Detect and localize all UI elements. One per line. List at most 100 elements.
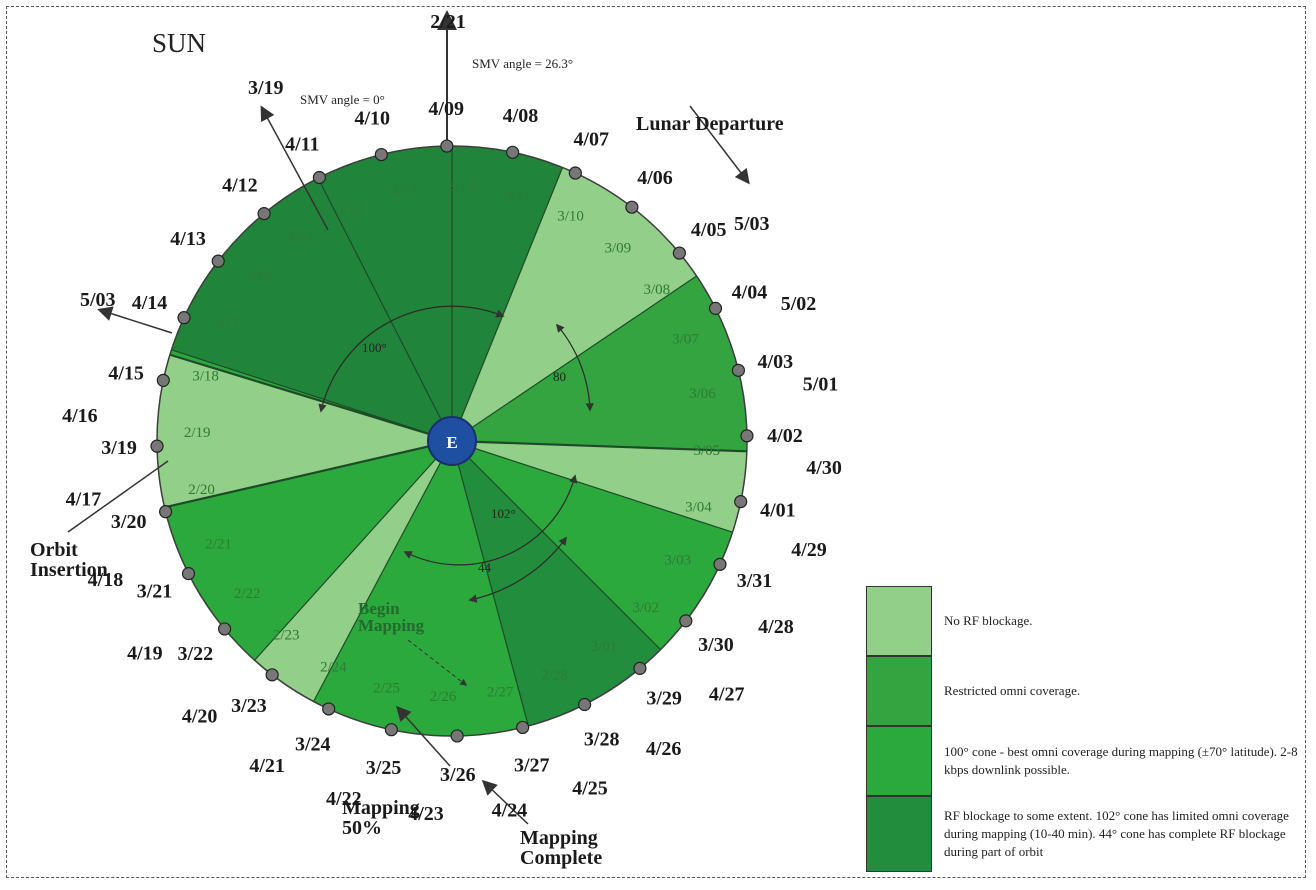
outer-date-label: 3/19 — [101, 437, 137, 459]
inner-date-label: 3/14 — [336, 201, 363, 217]
smv-angle-a: SMV angle = 26.3° — [472, 56, 573, 71]
mapping-50-arrow — [395, 705, 451, 767]
inner-date-labels: 3/12 3/11 3/10 3/09 3/08 3/07 3/06 3/05 3/04 3/03… — [184, 179, 720, 705]
legend-swatch — [866, 586, 932, 656]
legend-text: Restricted omni coverage. — [944, 683, 1081, 698]
legend-swatch — [866, 726, 932, 796]
arc-80 — [555, 323, 594, 412]
far-date-label: 4/29 — [791, 539, 827, 561]
far-date-label: 4/22 — [326, 788, 362, 810]
outer-date-label: 4/14 — [132, 292, 168, 314]
legend-row: 100° cone - best omni coverage during ma… — [866, 726, 1304, 796]
inner-date-label: 3/13 — [391, 184, 418, 200]
angle-arcs: 100° 80 102° 44 — [318, 305, 594, 603]
inner-date-label: 3/11 — [504, 188, 530, 204]
inner-date-label: 3/10 — [557, 208, 584, 224]
lunar-departure-arrow — [689, 105, 750, 185]
inner-date-label: 2/25 — [373, 680, 400, 696]
mapping-complete-label: Mapping Complete — [520, 827, 602, 869]
far-date-labels: 5/02 5/01 4/30 4/29 4/28 4/27 4/26 4/25 4/24 4/23… — [62, 293, 842, 825]
outer-date-label: 4/06 — [637, 167, 673, 189]
legend-row: RF blockage to some extent. 102° cone ha… — [866, 796, 1304, 872]
outer-date-label: 3/23 — [231, 695, 267, 717]
angle-102-label: 102° — [491, 506, 516, 521]
outer-date-label: 4/03 — [758, 351, 794, 373]
orbit-marker — [740, 429, 754, 443]
coverage-sector — [452, 167, 697, 441]
orbit-marker — [672, 246, 686, 260]
orbit-marker — [218, 622, 232, 636]
orbit-marker — [257, 207, 271, 221]
outer-date-label: 3/20 — [111, 511, 147, 533]
begin-mapping-label: Begin Mapping — [358, 599, 425, 635]
outer-date-label: 3/28 — [584, 728, 620, 750]
far-date-label: 4/20 — [182, 706, 218, 728]
outer-date-label: 4/10 — [354, 108, 390, 130]
outer-date-label: 4/07 — [573, 129, 609, 151]
orbit-marker — [578, 697, 592, 712]
orbit-marker — [158, 505, 173, 519]
outer-date-label: 4/01 — [760, 499, 796, 521]
inner-date-label: 2/19 — [184, 425, 211, 441]
earth-center-label: E — [446, 433, 457, 452]
inner-date-label: 3/09 — [605, 240, 632, 256]
arc-100 — [318, 305, 505, 413]
inner-date-label: 2/23 — [273, 628, 300, 644]
inner-date-label: 3/03 — [664, 553, 691, 569]
orbit-marker — [506, 145, 520, 159]
inner-date-label: 3/06 — [689, 386, 716, 402]
legend-text: RF blockage to some extent. 102° cone ha… — [944, 808, 1289, 859]
orbit-marker — [679, 614, 693, 628]
legend-text: No RF blockage. — [944, 613, 1033, 628]
coverage-sector — [254, 441, 452, 702]
orbit-marker — [708, 301, 723, 315]
figure-frame — [6, 6, 1306, 878]
outer-date-label: 4/13 — [170, 228, 206, 250]
far-date-label: 4/27 — [709, 683, 745, 705]
orbit-marker — [150, 439, 164, 453]
coverage-sector — [156, 354, 452, 508]
inner-date-label: 2/26 — [430, 689, 457, 705]
inner-date-label: 3/08 — [643, 282, 670, 298]
orbit-marker — [312, 170, 326, 185]
smv0-arrow — [260, 105, 329, 231]
sector-separator — [169, 353, 453, 443]
far-date-label: 5/02 — [781, 293, 817, 315]
outer-date-label: 3/24 — [295, 733, 331, 755]
left-arrow-date: 5/03 — [80, 289, 116, 311]
inner-date-label: 3/07 — [672, 331, 699, 347]
outer-date-label: 3/26 — [440, 764, 476, 786]
far-date-label: 4/23 — [408, 803, 444, 825]
smv-angle-b: SMV angle = 0° — [300, 92, 385, 107]
inner-date-label: 3/18 — [192, 369, 219, 385]
left-503-arrow — [97, 306, 173, 334]
far-date-label: 4/19 — [127, 643, 163, 665]
angle-44-label: 44 — [478, 560, 492, 575]
inner-date-label: 3/01 — [591, 639, 618, 655]
outer-date-label: 4/05 — [691, 219, 727, 241]
orbit-marker — [322, 702, 336, 716]
lunar-departure-label: Lunar Departure — [636, 113, 784, 135]
far-date-label: 4/16 — [62, 405, 98, 427]
inner-date-label: 3/16 — [245, 268, 272, 284]
inner-date-label: 2/28 — [541, 667, 568, 683]
sun-title: SUN — [152, 28, 206, 58]
orbit-marker — [211, 254, 225, 268]
orbit-marker — [177, 311, 191, 325]
outer-date-label: 4/09 — [428, 98, 464, 120]
far-date-label: 4/25 — [572, 778, 608, 800]
orbit-marker — [625, 200, 639, 214]
smv0-arrow-date: 3/19 — [248, 77, 284, 99]
orbit-marker — [181, 567, 196, 581]
sector-separator — [451, 439, 747, 453]
outer-date-label: 4/15 — [108, 363, 144, 385]
inner-date-label: 3/02 — [632, 600, 659, 616]
far-date-label: 4/26 — [646, 738, 682, 760]
orbit-marker — [633, 661, 647, 675]
orbit-markers — [150, 139, 754, 743]
sector-separator — [451, 440, 733, 533]
far-date-label: 4/24 — [492, 800, 528, 822]
outer-date-label: 3/27 — [514, 754, 550, 776]
orbit-marker — [516, 720, 530, 735]
inner-date-label: 3/17 — [213, 315, 240, 331]
